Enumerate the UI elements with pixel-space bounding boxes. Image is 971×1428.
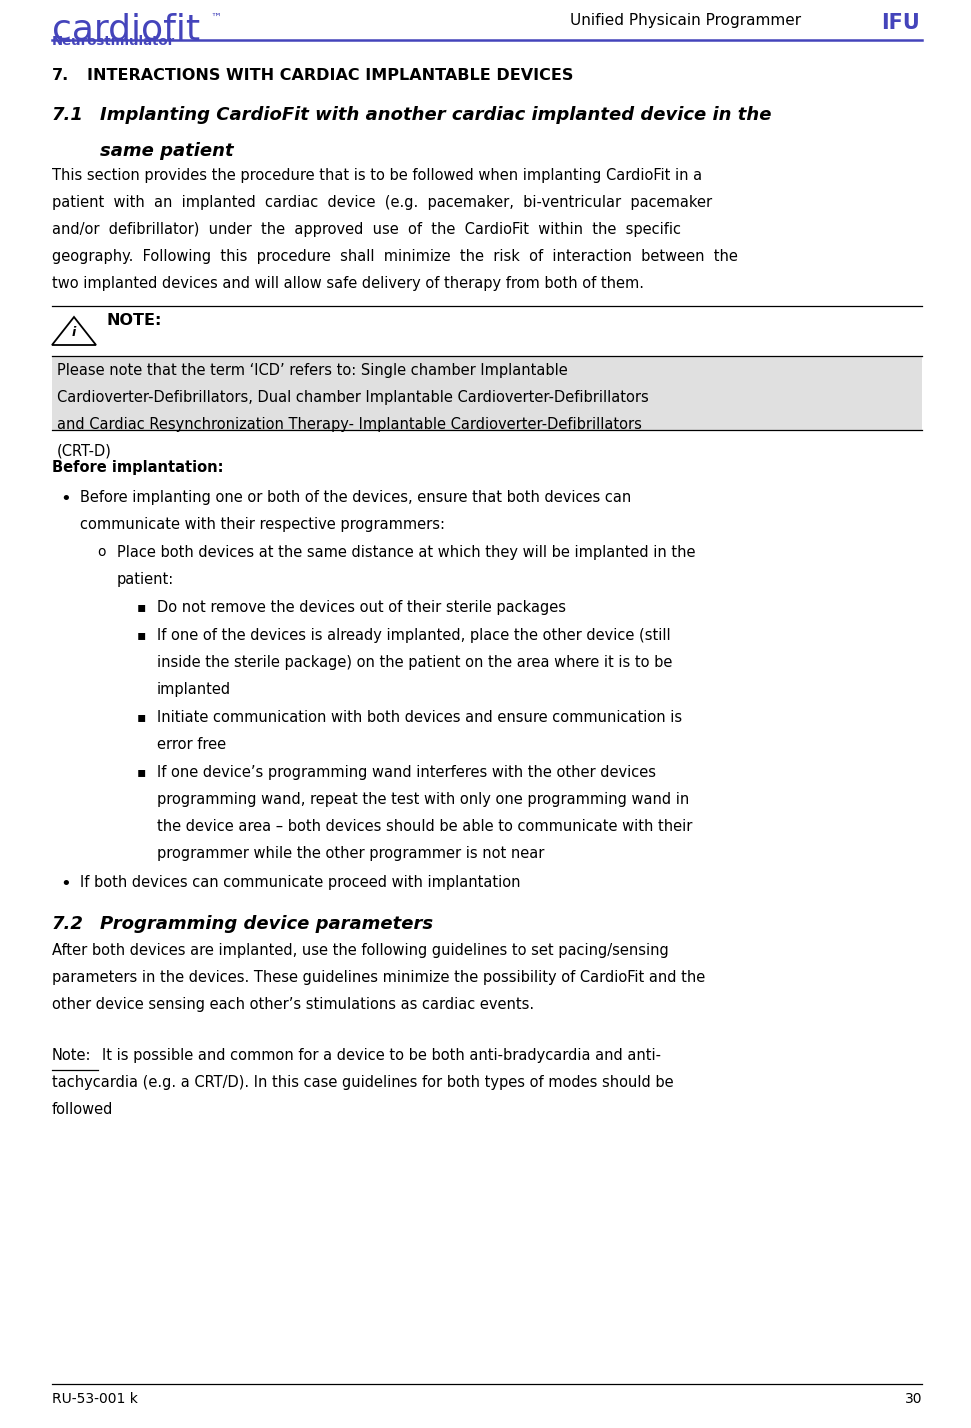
Text: ▪: ▪ [137, 628, 147, 643]
Text: geography.  Following  this  procedure  shall  minimize  the  risk  of  interact: geography. Following this procedure shal… [52, 248, 738, 264]
Text: tachycardia (e.g. a CRT/D). In this case guidelines for both types of modes shou: tachycardia (e.g. a CRT/D). In this case… [52, 1075, 674, 1091]
Bar [52, 356, 922, 430]
Text: Before implanting one or both of the devices, ensure that both devices can: Before implanting one or both of the dev… [80, 490, 631, 506]
Text: 30: 30 [905, 1392, 922, 1407]
Text: the device area – both devices should be able to communicate with their: the device area – both devices should be… [157, 820, 692, 834]
Text: INTERACTIONS WITH CARDIAC IMPLANTABLE DEVICES: INTERACTIONS WITH CARDIAC IMPLANTABLE DE… [87, 69, 573, 83]
Text: •: • [60, 490, 71, 508]
Text: followed: followed [52, 1102, 114, 1118]
Text: patient  with  an  implanted  cardiac  device  (e.g.  pacemaker,  bi-ventricular: patient with an implanted cardiac device… [52, 196, 712, 210]
Text: Initiate communication with both devices and ensure communication is: Initiate communication with both devices… [157, 710, 682, 725]
Text: programming wand, repeat the test with only one programming wand in: programming wand, repeat the test with o… [157, 793, 689, 807]
Text: and Cardiac Resynchronization Therapy- Implantable Cardioverter-Defibrillators: and Cardiac Resynchronization Therapy- I… [57, 417, 642, 433]
Text: Place both devices at the same distance at which they will be implanted in the: Place both devices at the same distance … [117, 545, 695, 560]
Text: ▪: ▪ [137, 765, 147, 780]
Text: If both devices can communicate proceed with implantation: If both devices can communicate proceed … [80, 875, 520, 891]
Text: and/or  defibrillator)  under  the  approved  use  of  the  CardioFit  within  t: and/or defibrillator) under the approved… [52, 221, 681, 237]
Text: Do not remove the devices out of their sterile packages: Do not remove the devices out of their s… [157, 600, 566, 615]
Text: (CRT-D): (CRT-D) [57, 444, 112, 458]
Text: 7.2: 7.2 [52, 915, 84, 934]
Text: This section provides the procedure that is to be followed when implanting Cardi: This section provides the procedure that… [52, 169, 702, 183]
Text: NOTE:: NOTE: [107, 313, 162, 328]
Text: communicate with their respective programmers:: communicate with their respective progra… [80, 517, 445, 533]
Text: ▪: ▪ [137, 710, 147, 724]
Text: Before implantation:: Before implantation: [52, 460, 223, 476]
Text: implanted: implanted [157, 683, 231, 697]
Text: After both devices are implanted, use the following guidelines to set pacing/sen: After both devices are implanted, use th… [52, 944, 669, 958]
Text: IFU: IFU [882, 13, 920, 33]
Text: parameters in the devices. These guidelines minimize the possibility of CardioFi: parameters in the devices. These guideli… [52, 971, 705, 985]
Text: 7.: 7. [52, 69, 69, 83]
Text: two implanted devices and will allow safe delivery of therapy from both of them.: two implanted devices and will allow saf… [52, 276, 644, 291]
Text: Programming device parameters: Programming device parameters [100, 915, 433, 934]
Text: Cardioverter-Defibrillators, Dual chamber Implantable Cardioverter-Defibrillator: Cardioverter-Defibrillators, Dual chambe… [57, 390, 649, 406]
Text: If one device’s programming wand interferes with the other devices: If one device’s programming wand interfe… [157, 765, 656, 780]
Text: programmer while the other programmer is not near: programmer while the other programmer is… [157, 845, 545, 861]
Text: o: o [97, 545, 106, 558]
Text: Unified Physicain Programmer: Unified Physicain Programmer [570, 13, 801, 29]
Text: error free: error free [157, 737, 226, 753]
Text: ▪: ▪ [137, 600, 147, 614]
Text: Neurostimulator: Neurostimulator [52, 36, 175, 49]
Text: Implanting CardioFit with another cardiac implanted device in the: Implanting CardioFit with another cardia… [100, 106, 772, 124]
Text: If one of the devices is already implanted, place the other device (still: If one of the devices is already implant… [157, 628, 671, 643]
Text: other device sensing each other’s stimulations as cardiac events.: other device sensing each other’s stimul… [52, 998, 534, 1012]
Text: i: i [72, 326, 76, 338]
Text: same patient: same patient [100, 141, 234, 160]
Text: Please note that the term ‘ICD’ refers to: Single chamber Implantable: Please note that the term ‘ICD’ refers t… [57, 363, 568, 378]
Text: patient:: patient: [117, 573, 174, 587]
Text: ™: ™ [210, 13, 221, 23]
Text: RU-53-001 k: RU-53-001 k [52, 1392, 138, 1407]
Text: Note:: Note: [52, 1048, 91, 1064]
Text: inside the sterile package) on the patient on the area where it is to be: inside the sterile package) on the patie… [157, 655, 672, 670]
Text: It is possible and common for a device to be both anti-bradycardia and anti-: It is possible and common for a device t… [102, 1048, 661, 1064]
Text: 7.1: 7.1 [52, 106, 84, 124]
Text: •: • [60, 875, 71, 894]
Text: cardiofit: cardiofit [52, 13, 200, 47]
